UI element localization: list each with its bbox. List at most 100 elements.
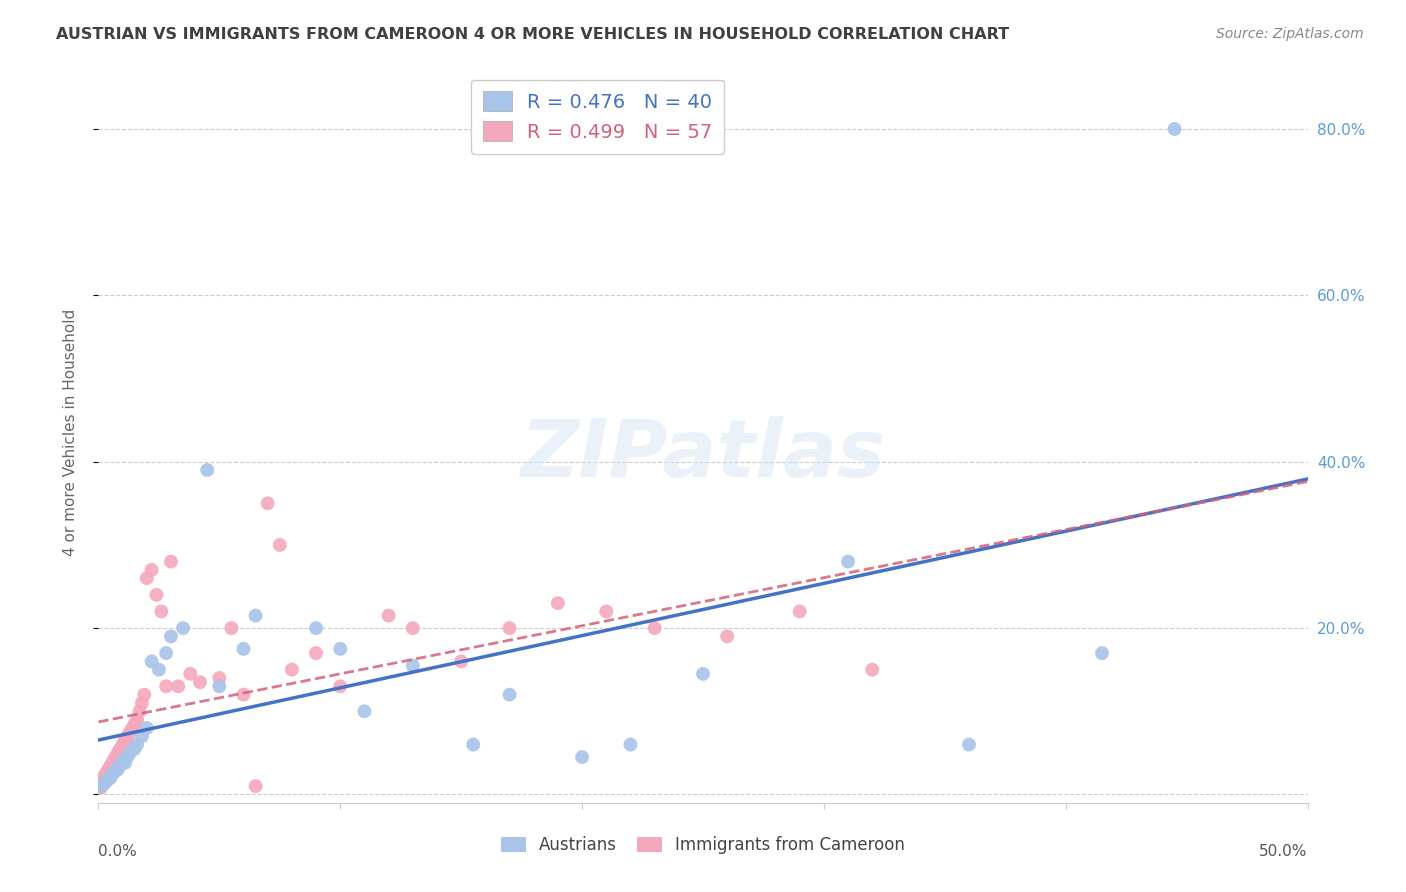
Point <box>90 780 112 795</box>
Point <box>108 741 131 756</box>
Point <box>90 779 112 793</box>
Point <box>131 696 153 710</box>
Point <box>155 679 177 693</box>
Point <box>245 608 267 623</box>
Point <box>104 750 127 764</box>
Point <box>353 704 375 718</box>
Point <box>100 769 122 783</box>
Point <box>160 629 183 643</box>
Point <box>104 756 127 770</box>
Point <box>101 761 124 775</box>
Point <box>692 666 714 681</box>
Point <box>1091 646 1114 660</box>
Point <box>619 738 641 752</box>
Point <box>145 588 167 602</box>
Point <box>127 713 149 727</box>
Point <box>90 777 112 791</box>
Point <box>571 750 593 764</box>
Text: Source: ZipAtlas.com: Source: ZipAtlas.com <box>1216 27 1364 41</box>
Point <box>141 654 163 668</box>
Point <box>100 771 122 785</box>
Point <box>141 563 163 577</box>
Point <box>329 641 352 656</box>
Point <box>91 775 114 789</box>
Point <box>114 756 136 770</box>
Point <box>91 777 114 791</box>
Point <box>118 725 141 739</box>
Point <box>232 641 254 656</box>
Point <box>221 621 243 635</box>
Point <box>232 688 254 702</box>
Point <box>329 679 352 693</box>
Point <box>208 671 231 685</box>
Point <box>498 621 520 635</box>
Point <box>111 754 134 768</box>
Point <box>107 746 129 760</box>
Point <box>179 666 201 681</box>
Point <box>402 658 425 673</box>
Point <box>160 555 183 569</box>
Point <box>131 729 153 743</box>
Point <box>107 763 129 777</box>
Point <box>498 688 520 702</box>
Point <box>127 738 149 752</box>
Point <box>195 463 218 477</box>
Y-axis label: 4 or more Vehicles in Household: 4 or more Vehicles in Household <box>63 309 77 557</box>
Point <box>94 772 117 787</box>
Point <box>91 771 114 785</box>
Point <box>124 741 146 756</box>
Point <box>463 738 485 752</box>
Point <box>118 746 141 760</box>
Point <box>402 621 425 635</box>
Point <box>101 766 124 780</box>
Point <box>135 721 157 735</box>
Point <box>97 769 120 783</box>
Point <box>305 646 328 660</box>
Point <box>94 775 117 789</box>
Point <box>188 675 211 690</box>
Point <box>305 621 328 635</box>
Point <box>111 738 134 752</box>
Point <box>101 754 124 768</box>
Point <box>595 605 617 619</box>
Point <box>97 763 120 777</box>
Text: 0.0%: 0.0% <box>98 844 138 858</box>
Point <box>172 621 194 635</box>
Point <box>97 772 120 787</box>
Point <box>148 663 170 677</box>
Text: AUSTRIAN VS IMMIGRANTS FROM CAMEROON 4 OR MORE VEHICLES IN HOUSEHOLD CORRELATION: AUSTRIAN VS IMMIGRANTS FROM CAMEROON 4 O… <box>56 27 1010 42</box>
Point <box>117 729 139 743</box>
Point <box>281 663 304 677</box>
Point <box>837 555 859 569</box>
Point <box>789 605 811 619</box>
Point <box>100 764 122 779</box>
Point <box>117 750 139 764</box>
Point <box>716 629 738 643</box>
Point <box>377 608 399 623</box>
Point <box>547 596 569 610</box>
Point <box>111 744 134 758</box>
Text: 50.0%: 50.0% <box>1260 844 1308 858</box>
Point <box>128 704 150 718</box>
Point <box>150 605 173 619</box>
Point <box>167 679 190 693</box>
Point <box>94 766 117 780</box>
Point <box>245 779 267 793</box>
Point <box>208 679 231 693</box>
Point <box>450 654 472 668</box>
Point <box>135 571 157 585</box>
Point <box>1163 122 1185 136</box>
Point <box>104 764 127 779</box>
Point <box>644 621 666 635</box>
Point <box>100 758 122 772</box>
Point <box>124 716 146 731</box>
Point <box>108 747 131 762</box>
Point <box>256 496 278 510</box>
Point <box>269 538 291 552</box>
Point <box>108 758 131 772</box>
Text: ZIPatlas: ZIPatlas <box>520 416 886 494</box>
Legend: Austrians, Immigrants from Cameroon: Austrians, Immigrants from Cameroon <box>494 830 912 861</box>
Point <box>957 738 980 752</box>
Point <box>114 733 136 747</box>
Point <box>121 721 143 735</box>
